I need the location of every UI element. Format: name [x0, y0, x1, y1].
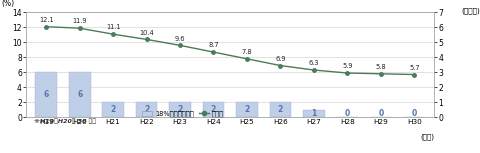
Text: 9.6: 9.6 — [175, 36, 185, 42]
Text: 11.1: 11.1 — [106, 24, 120, 30]
Text: 6: 6 — [77, 90, 82, 99]
Bar — [169, 102, 191, 117]
Text: 6.9: 6.9 — [275, 56, 286, 62]
Text: 2: 2 — [144, 105, 149, 114]
Text: 11.9: 11.9 — [72, 19, 87, 24]
Text: 8.7: 8.7 — [208, 42, 219, 48]
Bar — [36, 72, 57, 117]
Text: 2: 2 — [278, 105, 283, 114]
Legend: 18%以上の団体数, 県平均: 18%以上の団体数, 県平均 — [140, 108, 226, 120]
Bar — [203, 102, 224, 117]
Text: 2: 2 — [244, 105, 250, 114]
Bar — [236, 102, 258, 117]
Bar — [136, 102, 157, 117]
Bar — [102, 102, 124, 117]
Text: 1: 1 — [311, 109, 316, 118]
Text: 0: 0 — [345, 109, 350, 118]
Y-axis label: (団体数): (団体数) — [462, 7, 480, 14]
Text: 12.1: 12.1 — [39, 17, 53, 23]
Text: 0: 0 — [378, 109, 384, 118]
Bar — [270, 102, 291, 117]
Text: 7.8: 7.8 — [241, 49, 252, 55]
Text: ※H19、H20は 56 団体: ※H19、H20は 56 団体 — [34, 118, 96, 124]
Text: 5.8: 5.8 — [375, 64, 386, 70]
Text: 0: 0 — [412, 109, 417, 118]
Text: (年度): (年度) — [420, 134, 434, 140]
Text: 10.4: 10.4 — [139, 30, 154, 36]
Text: 2: 2 — [178, 105, 183, 114]
Text: 2: 2 — [110, 105, 116, 114]
Text: 6.3: 6.3 — [309, 60, 319, 66]
Y-axis label: (%): (%) — [1, 0, 14, 8]
Text: 5.9: 5.9 — [342, 63, 353, 69]
Text: 2: 2 — [211, 105, 216, 114]
Bar — [303, 110, 325, 117]
Text: 5.7: 5.7 — [409, 65, 420, 71]
Bar — [69, 72, 91, 117]
Text: 6: 6 — [44, 90, 49, 99]
